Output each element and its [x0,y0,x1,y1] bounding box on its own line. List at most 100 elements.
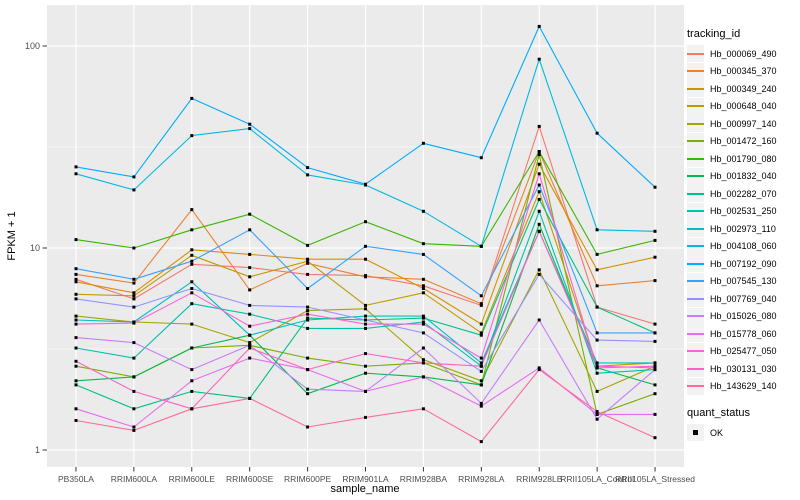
data-point [537,24,541,28]
data-point [537,162,541,166]
quant-legend-title: quant_status [687,407,750,419]
data-point [421,252,425,256]
data-point [479,440,483,444]
data-point [132,246,136,250]
data-point [595,410,599,414]
data-point [421,314,425,318]
data-point [653,185,657,189]
y-tick-label: 1 [35,445,40,455]
data-point [132,294,136,298]
legend-key-line-icon [687,80,704,98]
data-point [537,57,541,61]
data-point [537,229,541,233]
legend-entry: Hb_030131_030 [687,360,799,378]
legend-entry: Hb_000345_370 [687,62,799,81]
data-point [479,303,483,307]
data-point [132,407,136,411]
plot-panel [47,5,684,467]
data-point [364,318,367,322]
legend-entry: Hb_001790_080 [687,150,799,168]
data-point [248,303,252,307]
data-point [364,389,367,393]
data-point [595,364,599,368]
data-point [74,322,78,326]
series-color-line [687,280,704,283]
legend-key-line-icon [687,342,704,360]
data-point [364,415,367,419]
legend-entry: Hb_015778_060 [687,325,799,343]
data-point [595,417,599,421]
legend-entry-label: Hb_007545_130 [710,276,777,287]
data-point [537,183,541,187]
data-point [653,364,657,368]
legend-key-line-icon [687,307,704,325]
data-point [248,341,252,345]
legend-title: tracking_id [687,28,741,40]
data-point [306,173,310,177]
data-point [74,336,78,340]
x-tick-label: RRII105LA_Control [560,474,634,484]
series-color-line [687,262,704,265]
legend-entry-label: Hb_002973_110 [710,223,776,234]
data-point [479,356,483,360]
data-point [421,287,425,290]
quant-legend-entry: OK [687,424,799,442]
data-point [74,292,78,296]
data-point [364,182,367,186]
data-point [74,383,78,387]
legend-key-line-icon [687,97,704,115]
legend-entry: Hb_001472_160 [687,132,799,151]
series-color-line [687,210,704,213]
data-point [421,346,425,350]
legend-key-line-icon [687,360,704,378]
data-point [653,366,657,370]
data-point [74,364,78,368]
data-point [132,281,136,285]
series-color-line [687,332,704,335]
data-point [653,331,657,335]
x-tick-label: RRIM928LB [516,474,563,484]
data-point [421,375,425,379]
data-point [595,305,599,309]
data-point [595,268,599,272]
y-tick-label: 100 [25,41,40,51]
data-point [190,389,194,393]
legend-key-line-icon [687,220,704,238]
data-point [595,371,599,375]
data-point [132,305,136,309]
data-point [537,272,541,276]
data-point [74,346,78,350]
data-point [306,287,310,290]
data-point [248,127,252,131]
data-point [595,412,599,416]
series-color-line [687,227,704,230]
data-point [132,389,136,393]
data-point [421,407,425,411]
data-point [248,275,252,279]
data-point [74,277,78,281]
data-point [190,407,194,411]
data-point [190,368,194,372]
series-color-line [687,157,704,160]
data-point [248,333,252,337]
legend-key-line-icon [687,325,704,343]
legend-entry: Hb_000349_240 [687,80,799,98]
data-point [479,364,483,368]
data-point [421,242,425,246]
data-point [479,244,483,248]
data-point [421,322,425,326]
data-point [74,407,78,411]
legend-entry-label: Hb_007192_090 [710,258,777,269]
x-tick-label: RRIM600PE [284,474,332,484]
legend-entry: Hb_007192_090 [687,255,799,273]
data-point [132,277,136,281]
data-point [132,375,136,379]
series-color-line [687,70,704,73]
data-point [132,297,136,301]
legend-entry-label: Hb_000069_490 [710,48,777,59]
x-tick-label: RRIM600SE [226,474,274,484]
legend-key-line-icon [687,237,704,255]
data-point [421,209,425,213]
